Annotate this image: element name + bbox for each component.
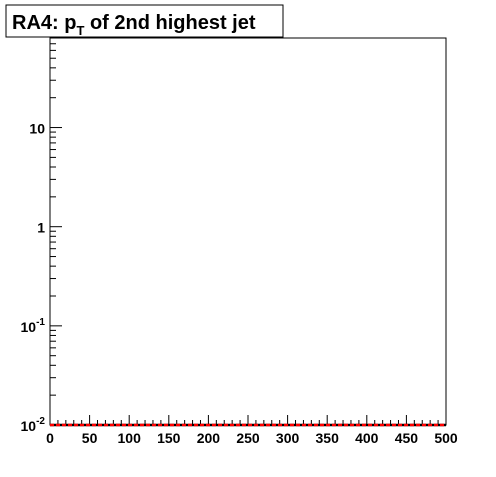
y-tick-label: 10 [29,121,45,137]
chart-title: RA4: pT of 2nd highest jet [12,12,256,38]
title-main: RA4: p [12,12,76,34]
x-tick-label: 400 [355,430,379,446]
x-tick-label: 350 [316,430,340,446]
x-tick-label: 50 [82,430,98,446]
x-tick-label: 450 [395,430,419,446]
y-tick-label: 10-1 [21,317,46,335]
x-tick-label: 300 [276,430,300,446]
y-tick-label: 10-2 [21,416,46,434]
x-tick-label: 250 [236,430,260,446]
x-tick-label: 200 [197,430,221,446]
x-tick-label: 500 [434,430,458,446]
title-frame [5,4,284,38]
x-tick-label: 150 [157,430,181,446]
title-subscript: T [76,23,84,38]
plot-frame [49,37,447,426]
y-axis: 10-2 10-1 1 10 [21,37,62,434]
y-tick-label: 1 [37,220,45,236]
title-rest: of 2nd highest jet [84,12,255,34]
chart-title-box: RA4: pT of 2nd highest jet [5,4,284,38]
x-axis: 0 50 100 150 200 250 300 350 400 450 500 [46,415,458,446]
x-tick-label: 0 [46,430,54,446]
x-tick-label: 100 [118,430,142,446]
